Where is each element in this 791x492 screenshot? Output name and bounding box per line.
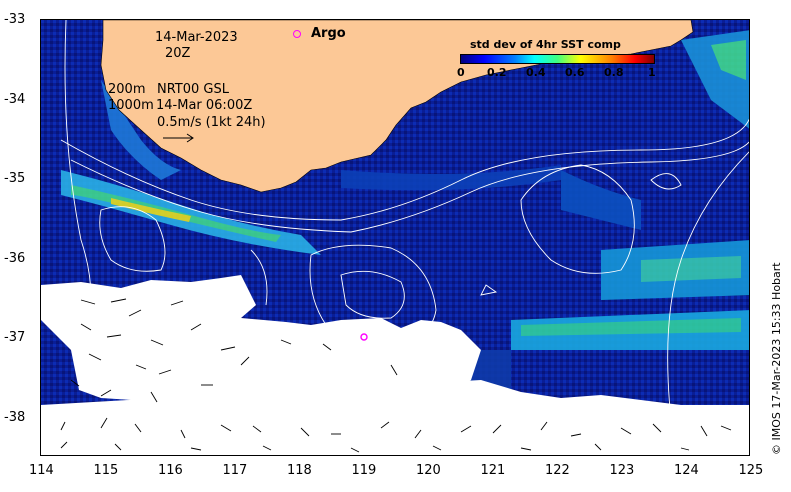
y-tick-label: -36 xyxy=(4,250,26,266)
y-tick-label: -33 xyxy=(4,12,26,27)
depth-label-200m: 200m xyxy=(108,82,146,97)
x-tick-label: 120 xyxy=(416,463,441,478)
y-tick-label: -35 xyxy=(4,171,26,186)
x-tick-label: 125 xyxy=(738,463,764,478)
x-tick-label: 118 xyxy=(287,463,312,478)
date-label: 14-Mar-2023 xyxy=(155,30,238,45)
depth-contours xyxy=(60,20,749,421)
credit-label: © IMOS 17-Mar-2023 15:33 Hobart xyxy=(770,262,783,455)
product-label: NRT00 GSL xyxy=(157,82,229,97)
colorbar-tick: 0.4 xyxy=(526,66,546,79)
x-tick-label: 121 xyxy=(480,463,506,478)
sst-map xyxy=(41,20,749,455)
scale-arrow xyxy=(163,133,194,143)
cloud-mask xyxy=(41,275,481,415)
x-tick-label: 124 xyxy=(674,463,699,478)
scale-label: 0.5m/s (1kt 24h) xyxy=(157,115,266,130)
sst-variability-patches xyxy=(61,30,749,390)
x-tick-label: 117 xyxy=(222,463,248,478)
argo-legend-label: Argo xyxy=(311,26,346,41)
y-tick-label: -34 xyxy=(4,91,26,107)
product-time-label: 14-Mar 06:00Z xyxy=(156,98,253,113)
y-tick-label: -37 xyxy=(4,330,26,345)
colorbar-tick: 0.8 xyxy=(604,66,624,79)
argo-legend-marker xyxy=(293,30,301,38)
argo-float-marker xyxy=(360,333,368,341)
x-tick-label: 119 xyxy=(351,463,377,478)
x-tick-label: 115 xyxy=(93,463,119,478)
map-frame xyxy=(40,19,750,456)
depth-label-1000m: 1000m xyxy=(108,98,154,113)
current-arrows xyxy=(60,298,732,453)
colorbar xyxy=(460,54,655,64)
y-tick-label: -38 xyxy=(4,409,26,425)
x-tick-label: 114 xyxy=(29,463,54,478)
colorbar-title: std dev of 4hr SST comp xyxy=(470,38,621,51)
time-label: 20Z xyxy=(165,46,191,61)
colorbar-tick: 1 xyxy=(648,66,656,79)
colorbar-tick: 0.6 xyxy=(565,66,585,79)
x-tick-label: 123 xyxy=(609,463,635,478)
x-tick-label: 116 xyxy=(158,463,183,478)
colorbar-tick: 0.2 xyxy=(487,66,507,79)
colorbar-tick: 0 xyxy=(457,66,465,79)
x-tick-label: 122 xyxy=(545,463,570,478)
